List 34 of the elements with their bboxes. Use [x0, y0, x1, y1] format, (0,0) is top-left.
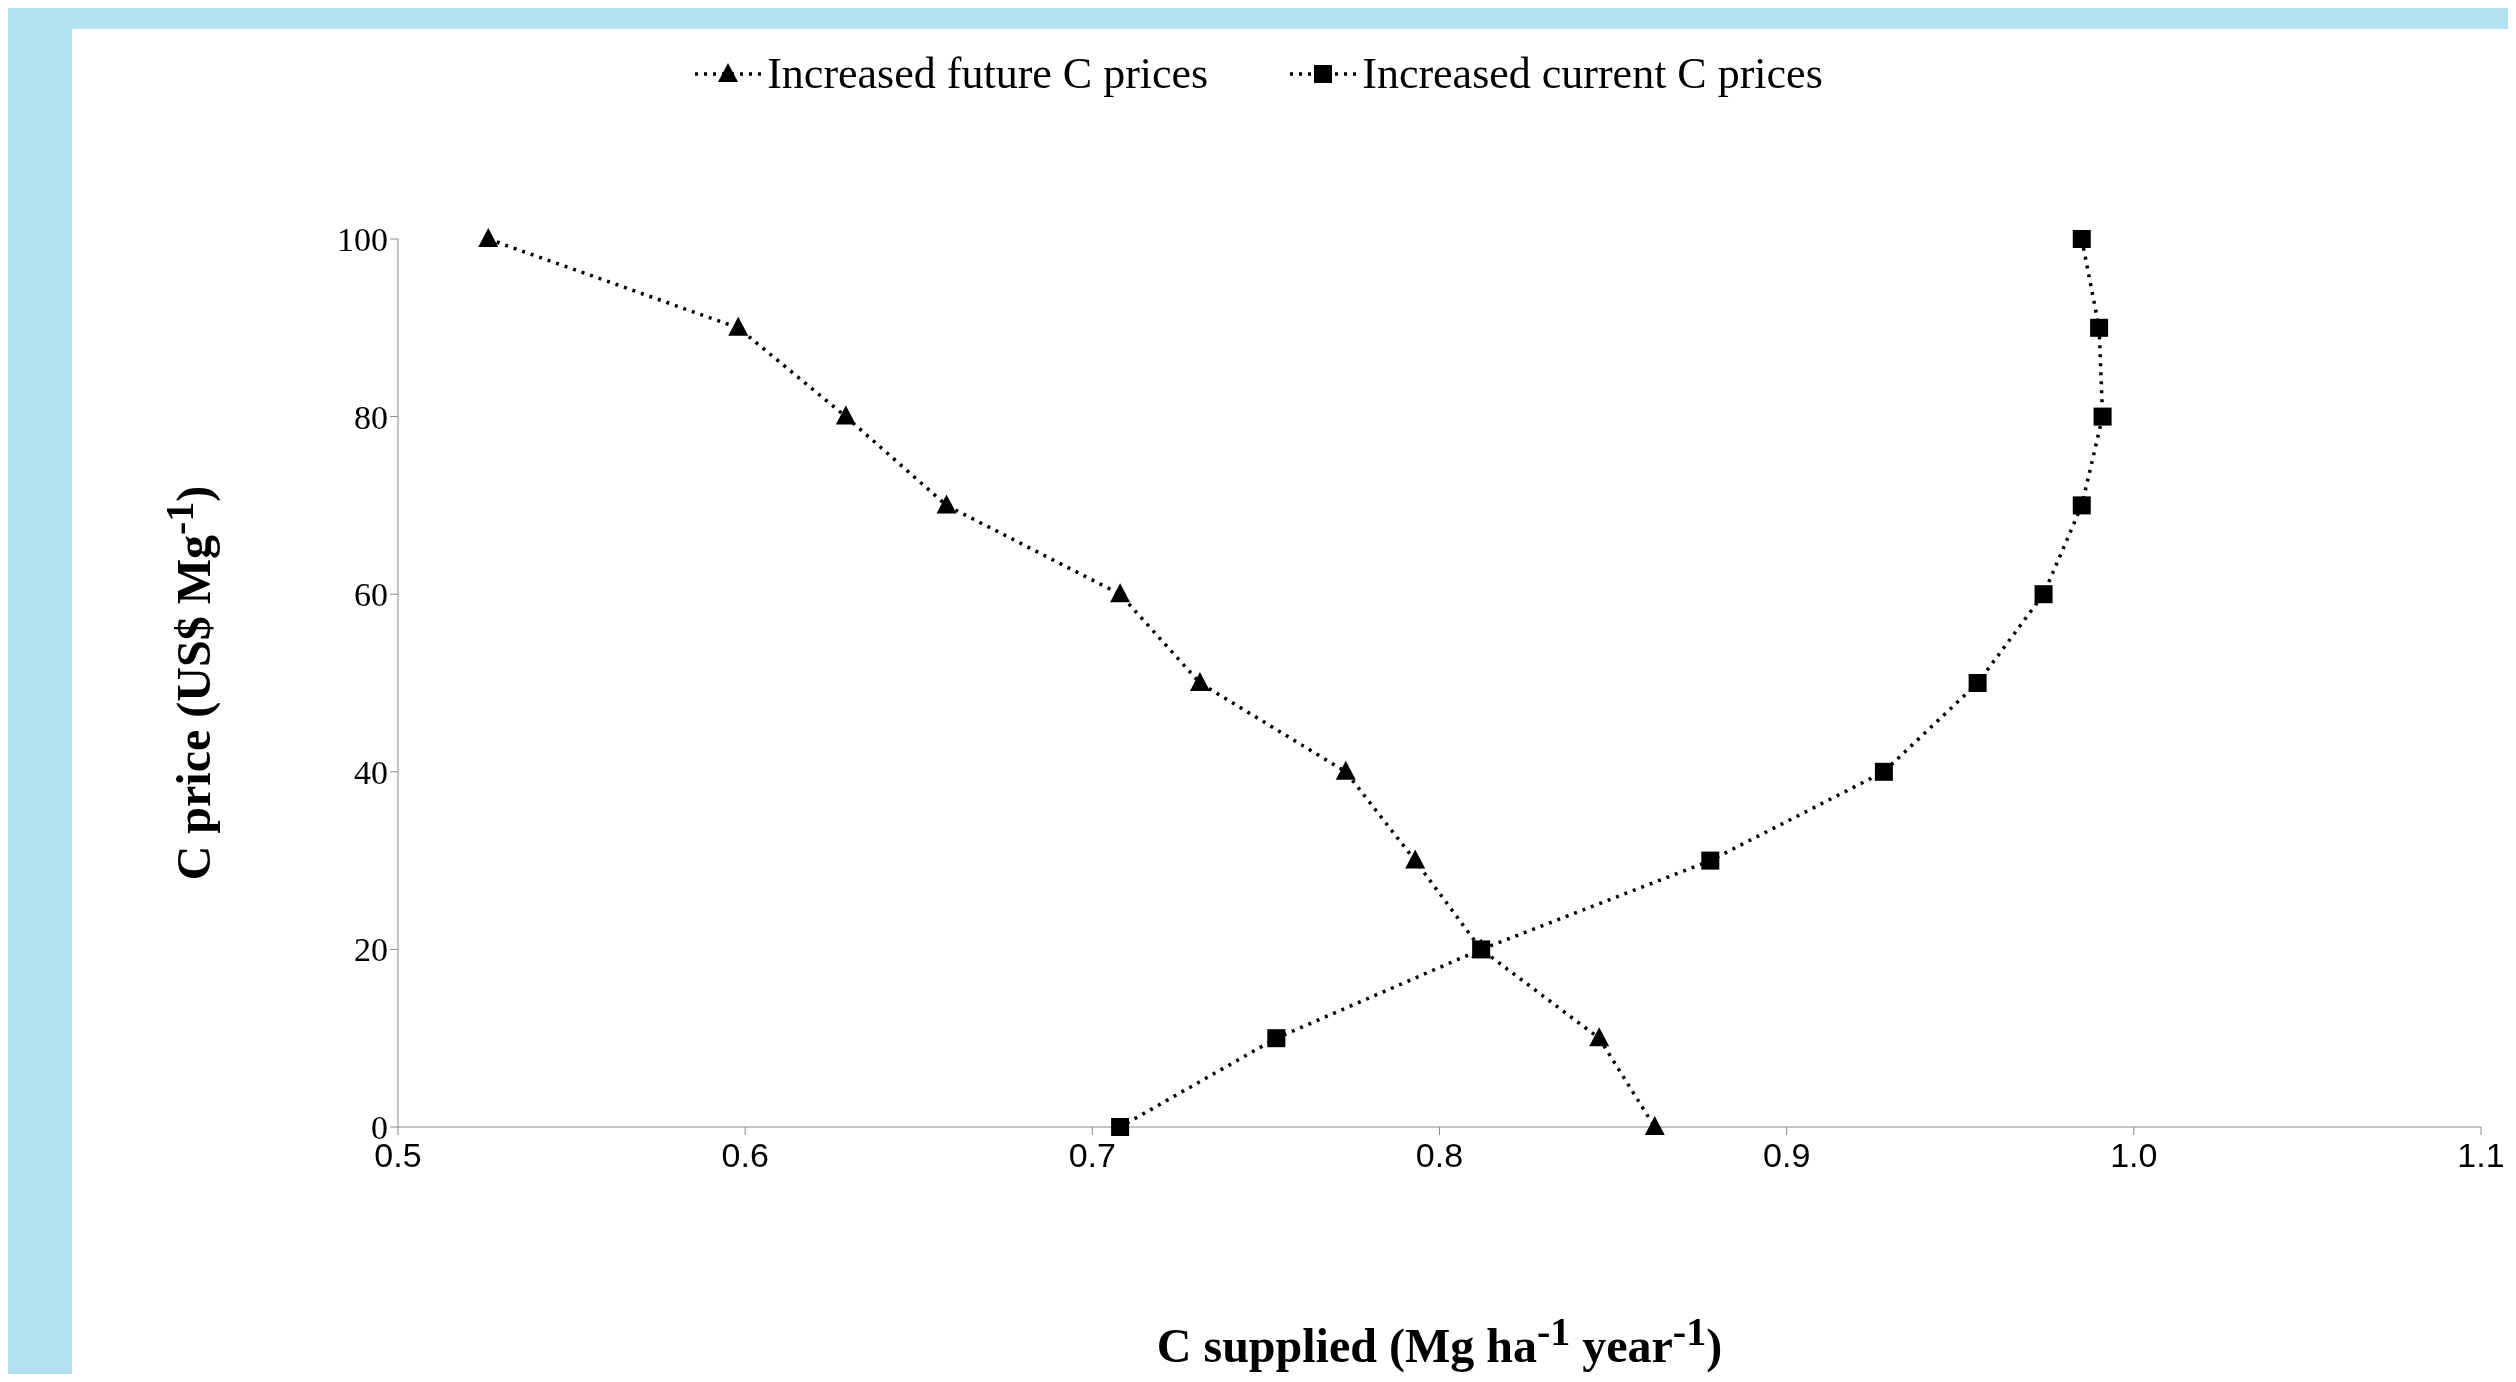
x-tick-label: 0.6 — [721, 1136, 769, 1175]
y-tick-label: 100 — [337, 221, 388, 259]
point — [1189, 672, 1210, 691]
y-tick-label: 80 — [354, 398, 388, 436]
point — [2034, 585, 2053, 604]
point — [936, 494, 957, 514]
point — [728, 316, 749, 336]
point — [1701, 851, 1720, 870]
point — [835, 405, 856, 425]
legend-label: Increased future C prices — [767, 48, 1209, 99]
point — [2090, 318, 2109, 337]
point — [478, 228, 499, 247]
legend-label: Increased current C prices — [1362, 48, 1823, 99]
point — [1335, 760, 1356, 780]
point — [1405, 849, 1426, 869]
x-axis-title: C supplied (Mg ha$^{-1}$ year$^{-1}$) — [1155, 1308, 1724, 1373]
point — [1644, 1116, 1665, 1135]
y-tick-label: 40 — [354, 753, 388, 791]
y-tick-label: 60 — [354, 576, 388, 614]
point — [1110, 583, 1131, 603]
point — [2093, 407, 2112, 426]
x-tick-label: 0.8 — [1415, 1136, 1464, 1175]
x-tick-label: 0.9 — [1763, 1136, 1811, 1175]
y-tick-label: 20 — [354, 931, 388, 969]
x-tick-label: 0.7 — [1068, 1136, 1116, 1175]
x-tick-label: 1.0 — [2110, 1136, 2158, 1175]
point — [1111, 1118, 1130, 1136]
point — [1968, 674, 1987, 692]
point — [1589, 1027, 1610, 1047]
point — [2072, 496, 2091, 515]
x-tick-label: 1.1 — [2457, 1136, 2505, 1175]
point — [2072, 230, 2091, 248]
point — [1874, 762, 1893, 781]
point — [1267, 1029, 1286, 1048]
